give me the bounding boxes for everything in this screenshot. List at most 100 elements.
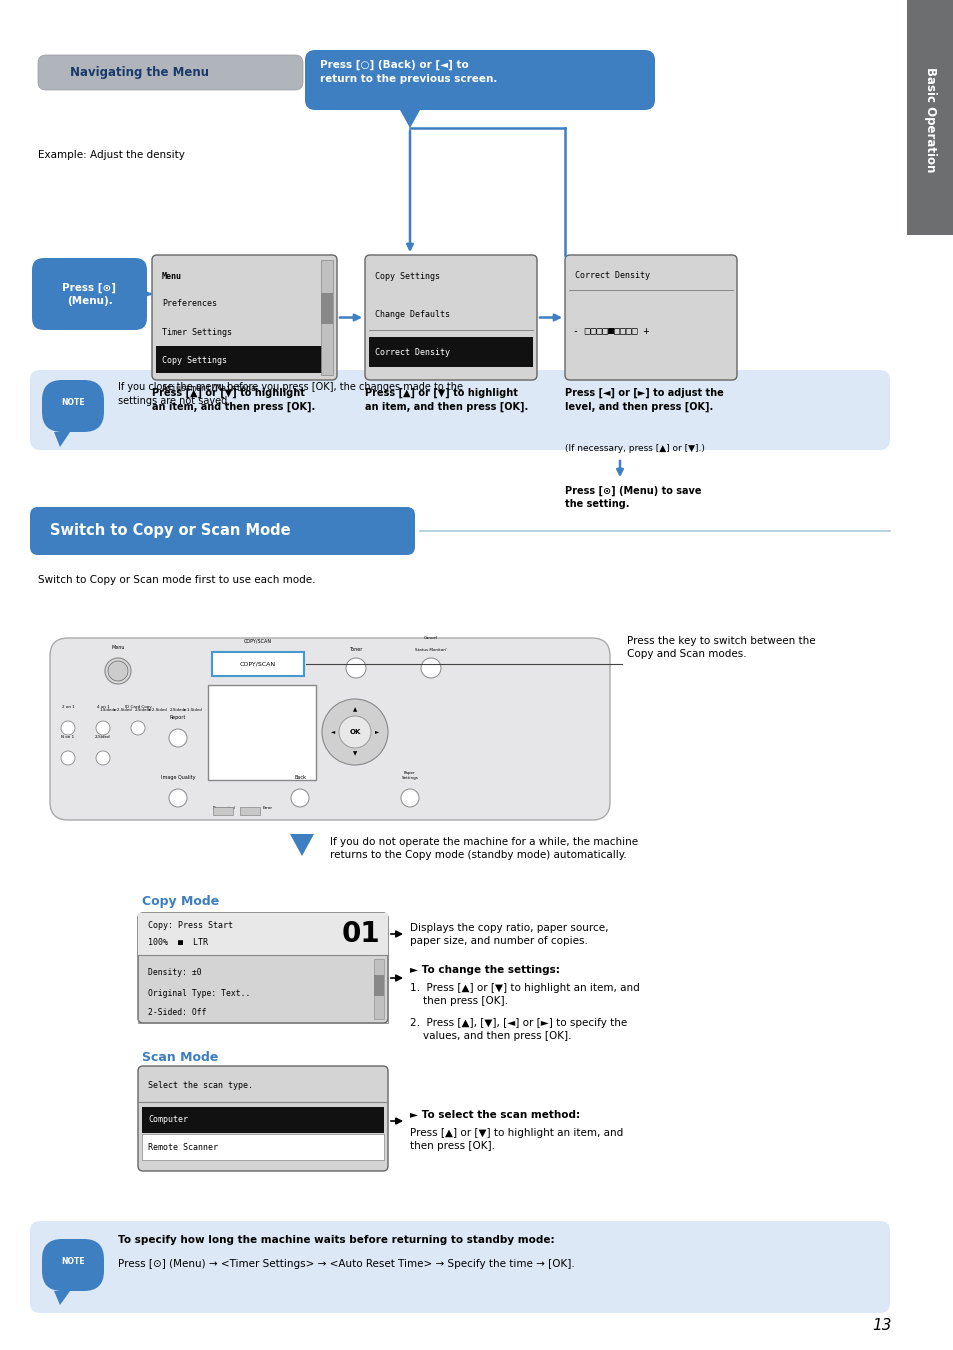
- Text: Preferences: Preferences: [162, 300, 216, 309]
- Text: Press [▲] or [▼] to highlight
an item, and then press [OK].: Press [▲] or [▼] to highlight an item, a…: [365, 387, 528, 412]
- FancyBboxPatch shape: [42, 379, 104, 432]
- Circle shape: [420, 657, 440, 678]
- Text: 1-Sided►2-Sided: 1-Sided►2-Sided: [100, 707, 132, 711]
- Text: ► To change the settings:: ► To change the settings:: [410, 965, 559, 975]
- Text: 2-Sided: Off: 2-Sided: Off: [148, 1008, 206, 1018]
- Polygon shape: [54, 432, 70, 447]
- Text: Image Quality: Image Quality: [161, 775, 195, 780]
- Text: Back: Back: [294, 775, 306, 780]
- FancyBboxPatch shape: [30, 508, 415, 555]
- Polygon shape: [290, 834, 314, 856]
- FancyBboxPatch shape: [365, 255, 537, 379]
- FancyBboxPatch shape: [30, 370, 889, 450]
- Text: 2-Sided►2-Sided: 2-Sided►2-Sided: [135, 707, 168, 711]
- Text: Scan Mode: Scan Mode: [142, 1052, 218, 1064]
- Bar: [212, 652, 304, 676]
- Bar: [374, 958, 384, 1019]
- Text: Copy Mode: Copy Mode: [142, 895, 219, 909]
- Bar: [142, 1134, 384, 1160]
- Bar: [320, 261, 333, 375]
- FancyBboxPatch shape: [50, 639, 609, 819]
- Text: Displays the copy ratio, paper source,
paper size, and number of copies.: Displays the copy ratio, paper source, p…: [410, 923, 608, 946]
- Polygon shape: [399, 109, 419, 128]
- Circle shape: [108, 662, 128, 680]
- Text: Processing/
Data: Processing/ Data: [213, 806, 235, 814]
- Text: If you do not operate the machine for a while, the machine
returns to the Copy m: If you do not operate the machine for a …: [330, 837, 638, 860]
- Text: 100%  ■  LTR: 100% ■ LTR: [148, 938, 208, 948]
- Circle shape: [400, 788, 418, 807]
- Text: Press [⊙] (Menu) → <Timer Settings> → <Auto Reset Time> → Specify the time → [OK: Press [⊙] (Menu) → <Timer Settings> → <A…: [118, 1260, 574, 1269]
- Text: COPY/SCAN: COPY/SCAN: [244, 639, 272, 644]
- Text: Basic Operation: Basic Operation: [923, 68, 936, 173]
- Text: NOTE: NOTE: [61, 397, 85, 406]
- Circle shape: [291, 788, 309, 807]
- Bar: [320, 293, 333, 324]
- Text: Change Defaults: Change Defaults: [375, 309, 450, 319]
- Text: Report: Report: [170, 716, 186, 720]
- Bar: [369, 338, 533, 367]
- Circle shape: [338, 716, 371, 748]
- Bar: [138, 954, 388, 1023]
- Circle shape: [61, 751, 75, 765]
- Text: 2-Sided: 2-Sided: [95, 734, 111, 738]
- Bar: [208, 684, 315, 780]
- Text: Press [◄] or [►] to adjust the
level, and then press [OK].: Press [◄] or [►] to adjust the level, an…: [564, 387, 723, 412]
- Text: ▼: ▼: [353, 752, 356, 756]
- Text: Cancel: Cancel: [424, 636, 437, 640]
- Text: OK: OK: [349, 729, 360, 734]
- Text: Remote Scanner: Remote Scanner: [148, 1142, 218, 1152]
- Text: Menu: Menu: [162, 271, 182, 281]
- Text: Navigating the Menu: Navigating the Menu: [70, 66, 209, 80]
- Text: (If necessary, press [▲] or [▼].): (If necessary, press [▲] or [▼].): [564, 444, 704, 454]
- Circle shape: [322, 699, 388, 765]
- Circle shape: [169, 788, 187, 807]
- FancyBboxPatch shape: [42, 1239, 104, 1291]
- Text: 13: 13: [871, 1318, 891, 1332]
- Text: 2 on 1: 2 on 1: [62, 705, 74, 709]
- FancyBboxPatch shape: [564, 255, 737, 379]
- Text: If you close the menu before you press [OK], the changes made to the
settings ar: If you close the menu before you press […: [118, 382, 462, 406]
- Text: Copy Settings: Copy Settings: [162, 355, 227, 364]
- Text: Press the key to switch between the
Copy and Scan modes.: Press the key to switch between the Copy…: [626, 636, 815, 659]
- Circle shape: [61, 721, 75, 734]
- Text: Adjustment/Maintena...: Adjustment/Maintena...: [162, 383, 272, 393]
- Text: 4 on 1: 4 on 1: [96, 705, 110, 709]
- Text: 2-Sided►1-Sided: 2-Sided►1-Sided: [170, 707, 203, 711]
- Circle shape: [105, 657, 131, 684]
- Text: Copy Settings: Copy Settings: [375, 271, 439, 281]
- Text: Density: ±0: Density: ±0: [148, 968, 201, 977]
- Text: Select the scan type.: Select the scan type.: [148, 1081, 253, 1091]
- Circle shape: [131, 721, 145, 734]
- FancyBboxPatch shape: [32, 258, 147, 329]
- Text: Press [▲] or [▼] to highlight
an item, and then press [OK].: Press [▲] or [▼] to highlight an item, a…: [152, 387, 314, 412]
- Text: 1.  Press [▲] or [▼] to highlight an item, and
    then press [OK].: 1. Press [▲] or [▼] to highlight an item…: [410, 983, 639, 1006]
- Text: - □□□□■□□□□ +: - □□□□■□□□□ +: [573, 325, 649, 335]
- Text: Timer Settings: Timer Settings: [162, 328, 232, 336]
- FancyBboxPatch shape: [138, 913, 388, 1023]
- Text: Press [⊙] (Menu) to save
the setting.: Press [⊙] (Menu) to save the setting.: [564, 486, 700, 509]
- Text: Press [○] (Back) or [◄] to
return to the previous screen.: Press [○] (Back) or [◄] to return to the…: [319, 59, 497, 84]
- Text: ◄: ◄: [331, 729, 335, 734]
- FancyBboxPatch shape: [30, 1220, 889, 1314]
- Circle shape: [346, 657, 366, 678]
- Text: N on 1: N on 1: [61, 734, 74, 738]
- Circle shape: [96, 751, 110, 765]
- Text: Correct Density: Correct Density: [375, 347, 450, 356]
- Text: ID Card Copy: ID Card Copy: [125, 705, 152, 709]
- Text: 2.  Press [▲], [▼], [◄] or [►] to specify the
    values, and then press [OK].: 2. Press [▲], [▼], [◄] or [►] to specify…: [410, 1018, 626, 1041]
- Text: Error: Error: [262, 806, 273, 810]
- Text: To specify how long the machine waits before returning to standby mode:: To specify how long the machine waits be…: [118, 1235, 554, 1245]
- Text: ►: ►: [375, 729, 378, 734]
- Text: Menu: Menu: [112, 645, 125, 649]
- Text: NOTE: NOTE: [61, 1257, 85, 1265]
- Bar: [374, 975, 384, 995]
- Text: Press [⊙]
(Menu).: Press [⊙] (Menu).: [63, 282, 116, 305]
- Circle shape: [169, 729, 187, 747]
- Text: Toner: Toner: [349, 647, 362, 652]
- Text: Status Monitor/: Status Monitor/: [415, 648, 446, 652]
- Text: Correct Density: Correct Density: [575, 270, 649, 279]
- Bar: [240, 807, 260, 815]
- Text: Paper
Settings: Paper Settings: [401, 771, 418, 780]
- Bar: [213, 807, 233, 815]
- Text: Original Type: Text..: Original Type: Text..: [148, 988, 250, 998]
